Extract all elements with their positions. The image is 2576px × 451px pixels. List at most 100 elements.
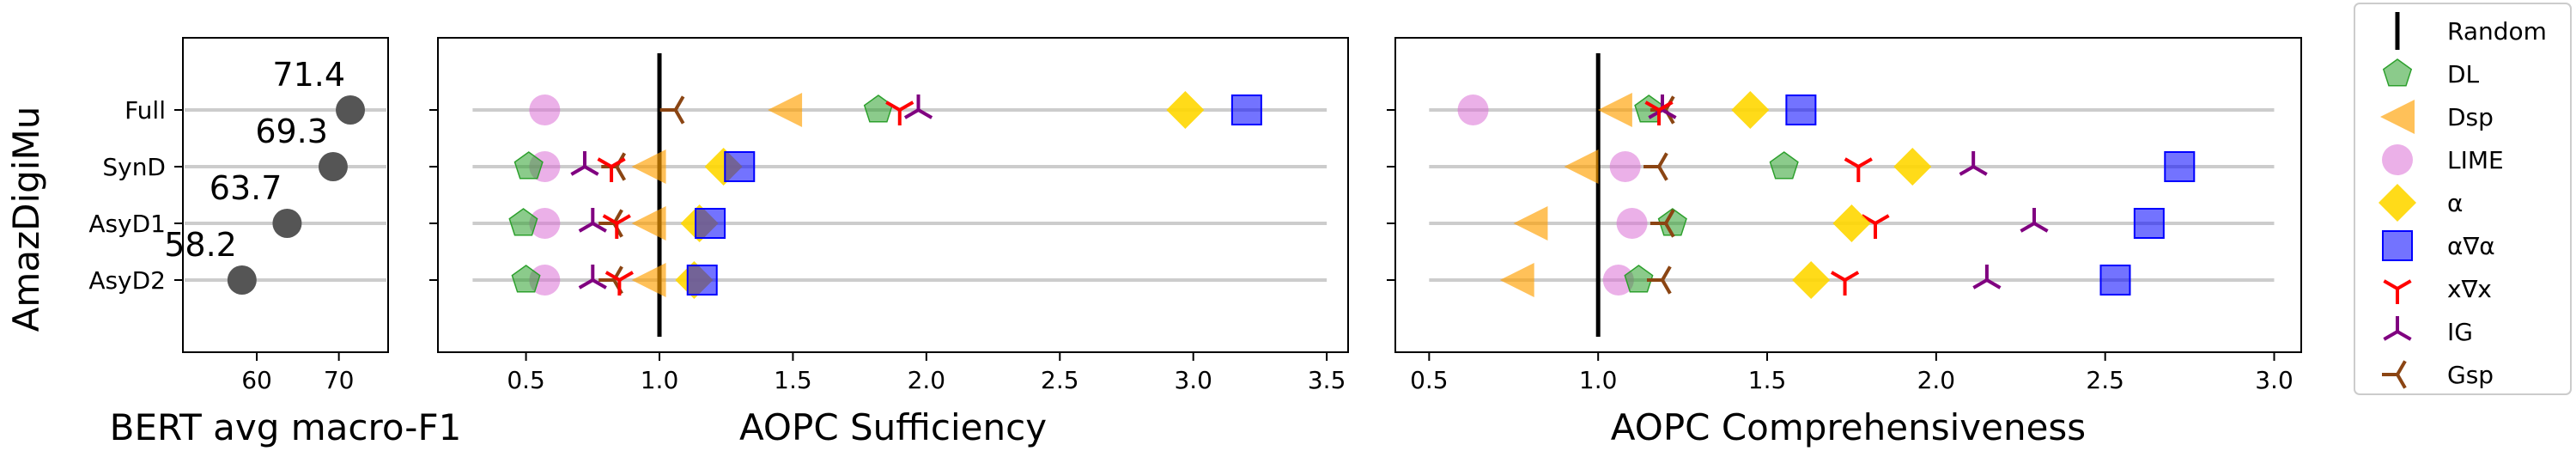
dl-point — [1769, 151, 1799, 180]
x-tick-label: 0.5 — [1410, 366, 1449, 394]
dsp-point — [1597, 93, 1632, 127]
ig-legend-marker — [2383, 316, 2412, 341]
x-grad-x-point — [885, 101, 914, 125]
x-grad-x-point — [605, 271, 634, 296]
f1-value-label: 63.7 — [210, 169, 283, 207]
legend-label: Gsp — [2447, 361, 2494, 389]
x-tick-label: 1.5 — [1748, 366, 1787, 394]
x-tick-label: 60 — [241, 366, 272, 394]
dsp-point — [1499, 263, 1534, 297]
gsp-point — [1643, 152, 1668, 181]
alpha-grad-alpha-point — [2133, 208, 2165, 239]
sufficiency-panel: 0.5 1.0 1.5 2.0 2.5 3.0 3.5 AOPC Sufficiency — [429, 37, 1349, 448]
x-tick-label: 3.0 — [1174, 366, 1212, 394]
x-tick-label: 3.5 — [1308, 366, 1346, 394]
dsp-legend-marker — [2380, 100, 2415, 134]
x-axis-label: AOPC Sufficiency — [739, 406, 1047, 448]
f1-value-label: 69.3 — [255, 113, 328, 150]
legend-label: α∇α — [2447, 232, 2495, 260]
panels: Full SynD AsyD1 AsyD2 60 70 BERT avg macro-F1 7… — [88, 37, 2302, 448]
legend-label: IG — [2447, 318, 2473, 346]
alpha-grad-alpha-point — [686, 265, 718, 296]
alpha-grad-alpha-point — [2164, 151, 2196, 182]
dsp-point — [631, 263, 666, 297]
x-grad-x-point — [1830, 271, 1860, 296]
dl-point — [1624, 265, 1654, 293]
f1-point — [272, 209, 302, 238]
axes-frame — [1394, 37, 2302, 353]
gsp-point — [1649, 209, 1675, 238]
f1-point — [227, 265, 257, 295]
dl-point — [513, 151, 544, 180]
y-tick-label: AsyD2 — [88, 266, 166, 295]
legend-label: Dsp — [2447, 103, 2494, 131]
ig-point — [1972, 265, 2002, 289]
dsp-point — [1564, 149, 1599, 184]
alpha-grad-alpha-legend-marker — [2382, 230, 2413, 261]
alpha-legend-marker — [2379, 184, 2416, 222]
ig-point — [570, 151, 599, 176]
x-grad-x-point — [1644, 101, 1674, 125]
x-tick-label: 3.0 — [2255, 366, 2293, 394]
gsp-point — [1646, 265, 1672, 295]
y-tick-label: Full — [125, 96, 166, 125]
lime-point — [1457, 94, 1489, 125]
dsp-point — [631, 206, 666, 241]
gsp-point — [659, 95, 685, 125]
f1-panel: Full SynD AsyD1 AsyD2 60 70 BERT avg macro-F1 7… — [88, 37, 461, 448]
lime-point — [529, 208, 561, 239]
dl-legend-marker — [2382, 58, 2413, 87]
y-tick-label: AsyD1 — [88, 210, 166, 238]
ig-point — [903, 94, 933, 119]
lime-legend-marker — [2382, 144, 2413, 175]
x-tick-label: 2.0 — [908, 366, 946, 394]
ig-point — [1959, 151, 1988, 176]
x-grad-x-point — [1861, 214, 1890, 239]
x-tick-label: 1.5 — [774, 366, 812, 394]
alpha-point — [1792, 261, 1831, 299]
comprehensiveness-panel: 0.5 1.0 1.5 2.0 2.5 3.0 AOPC Comprehensiveness — [1387, 37, 2302, 448]
alpha-grad-alpha-point — [724, 151, 756, 182]
alpha-grad-alpha-point — [2099, 265, 2131, 296]
alpha-grad-alpha-point — [695, 208, 726, 239]
dl-point — [511, 265, 541, 293]
lime-point — [1616, 208, 1648, 239]
lime-point — [529, 94, 561, 125]
x-tick-label: 1.0 — [1579, 366, 1618, 394]
legend-label: DL — [2447, 60, 2480, 88]
legend-label: α — [2447, 189, 2463, 217]
axes-frame — [437, 37, 1349, 353]
x-axis-label: AOPC Comprehensiveness — [1611, 406, 2086, 448]
x-grad-x-point — [602, 214, 631, 239]
alpha-point — [1832, 204, 1871, 242]
dl-point — [863, 94, 893, 123]
alpha-point — [1893, 148, 1932, 186]
x-grad-x-legend-marker — [2383, 279, 2412, 304]
alpha-point — [1166, 91, 1205, 129]
x-tick-label: 2.0 — [1917, 366, 1956, 394]
legend: Random DL Dsp LIME α α∇α x∇x IG Gsp — [2354, 3, 2572, 395]
legend-frame — [2354, 3, 2572, 395]
row-label: AmazDigiMu — [5, 107, 47, 332]
legend-label: Random — [2447, 17, 2547, 46]
x-tick-label: 2.5 — [1041, 366, 1079, 394]
axes-frame — [182, 37, 389, 353]
dsp-point — [768, 93, 803, 127]
ig-point — [578, 265, 607, 289]
f1-value-label: 58.2 — [164, 226, 237, 264]
alpha-point — [1731, 91, 1770, 129]
legend-label: x∇x — [2447, 275, 2492, 303]
ig-point — [2020, 208, 2049, 233]
dsp-point — [631, 149, 666, 184]
f1-value-label: 71.4 — [272, 56, 345, 94]
x-tick-label: 1.0 — [641, 366, 679, 394]
ig-point — [578, 208, 607, 233]
lime-point — [529, 265, 561, 296]
legend-label: LIME — [2447, 146, 2504, 174]
f1-point — [336, 95, 366, 125]
lime-point — [1609, 151, 1641, 182]
lime-point — [1602, 265, 1634, 296]
alpha-grad-alpha-point — [1230, 94, 1262, 125]
gsp-legend-marker — [2382, 360, 2407, 389]
